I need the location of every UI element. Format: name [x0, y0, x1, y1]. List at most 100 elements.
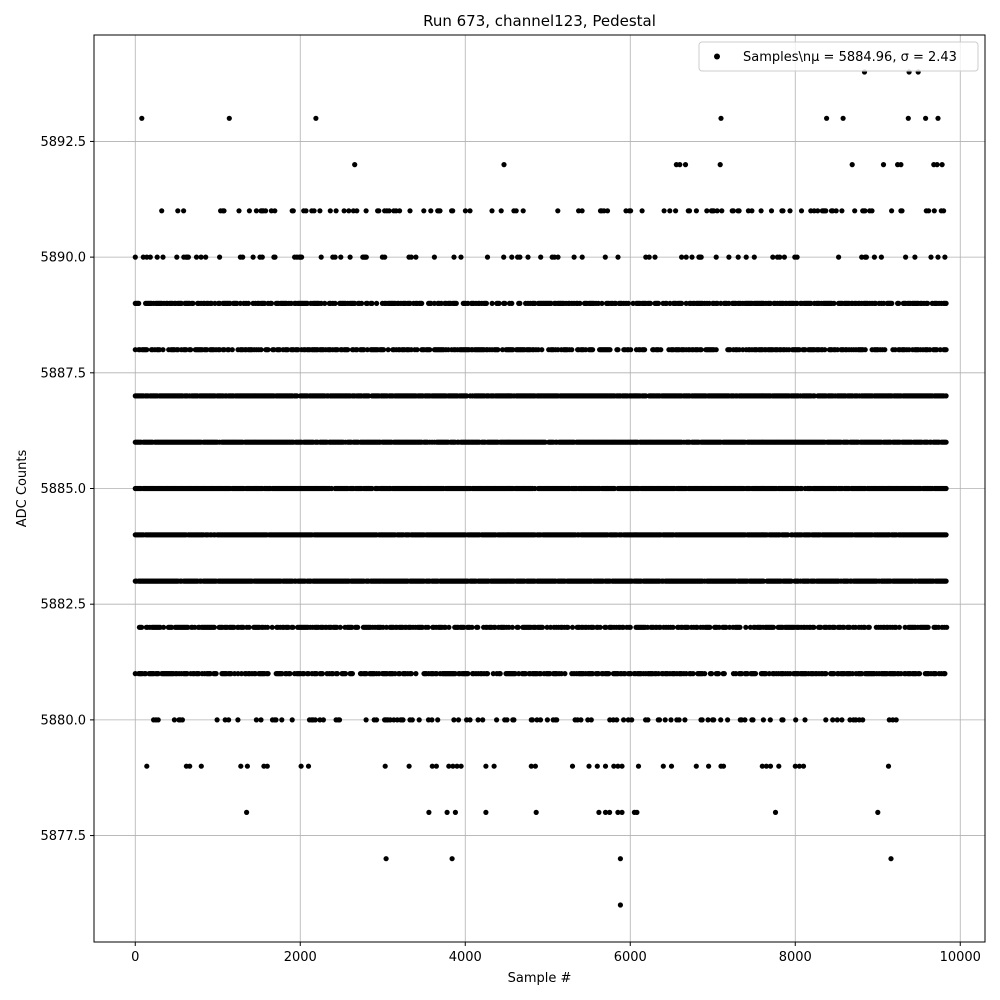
data-point — [319, 671, 325, 677]
data-point — [345, 347, 351, 353]
data-point — [190, 300, 196, 306]
data-point — [679, 300, 685, 306]
data-point — [882, 347, 888, 353]
data-point — [495, 347, 501, 353]
data-point — [925, 624, 931, 630]
data-point — [235, 717, 241, 723]
data-point — [943, 347, 949, 353]
data-point — [369, 300, 375, 306]
data-point — [469, 624, 475, 630]
data-point — [916, 671, 923, 677]
data-point — [265, 347, 271, 353]
data-point — [385, 347, 391, 353]
data-point — [465, 671, 471, 677]
data-point — [702, 671, 708, 677]
data-point — [253, 717, 259, 723]
data-point — [707, 624, 713, 630]
data-point — [408, 671, 414, 677]
data-point — [590, 347, 596, 353]
data-point — [770, 624, 777, 630]
data-point — [363, 717, 369, 723]
data-point — [509, 300, 515, 306]
data-point — [715, 671, 722, 677]
data-point — [188, 347, 194, 353]
data-point — [312, 717, 318, 723]
data-point — [359, 300, 365, 306]
data-point — [322, 300, 328, 306]
data-point — [265, 624, 271, 630]
data-point — [453, 300, 459, 306]
data-point — [752, 671, 759, 677]
data-point — [670, 624, 676, 630]
data-point — [246, 624, 252, 630]
data-point — [889, 300, 895, 306]
data-point — [268, 300, 275, 306]
data-point — [862, 347, 868, 353]
data-point — [381, 347, 387, 353]
data-point — [866, 624, 872, 630]
data-point — [155, 717, 161, 723]
data-point — [607, 347, 613, 353]
data-point — [737, 624, 743, 630]
data-point — [615, 347, 621, 353]
data-point — [475, 624, 481, 630]
data-point — [265, 671, 271, 677]
data-point — [943, 578, 949, 584]
data-point — [320, 717, 326, 723]
data-point — [539, 624, 546, 630]
data-point — [144, 347, 150, 353]
data-point — [943, 532, 949, 538]
data-point — [925, 300, 931, 306]
data-point — [497, 671, 503, 677]
data-points — [132, 69, 950, 908]
data-point — [355, 624, 361, 630]
data-point — [229, 347, 235, 353]
data-point — [627, 624, 633, 630]
data-point — [743, 624, 749, 630]
data-point — [569, 347, 575, 353]
data-point — [373, 717, 380, 723]
data-point — [831, 300, 837, 306]
data-point — [597, 624, 603, 630]
data-point — [658, 347, 664, 353]
data-point — [139, 624, 145, 630]
data-point — [374, 300, 380, 306]
data-point — [334, 671, 340, 677]
data-point — [577, 300, 583, 306]
data-point — [517, 300, 523, 306]
data-point — [213, 671, 219, 677]
data-point — [483, 300, 489, 306]
data-point — [287, 671, 293, 677]
data-point — [349, 671, 355, 677]
data-point — [822, 347, 828, 353]
data-point — [944, 624, 950, 630]
data-point — [258, 717, 264, 723]
data-point — [427, 347, 433, 353]
data-point — [289, 717, 295, 723]
data-point — [896, 624, 903, 630]
data-point — [279, 717, 285, 723]
data-point — [599, 300, 605, 306]
data-point — [211, 624, 217, 630]
data-point — [642, 347, 648, 353]
data-point — [484, 671, 491, 677]
data-point — [811, 624, 817, 630]
data-point — [161, 624, 167, 630]
data-point — [258, 347, 264, 353]
data-point — [896, 300, 902, 306]
data-point — [332, 300, 338, 306]
data-point — [628, 347, 634, 353]
data-point — [502, 300, 508, 306]
data-point — [214, 717, 220, 723]
data-point — [655, 300, 662, 306]
data-point — [336, 717, 343, 723]
data-point — [647, 300, 654, 306]
data-point — [245, 300, 251, 306]
data-point — [625, 300, 632, 306]
data-point — [942, 671, 948, 677]
data-point — [496, 300, 502, 306]
data-point — [160, 347, 166, 353]
data-point — [713, 347, 719, 353]
